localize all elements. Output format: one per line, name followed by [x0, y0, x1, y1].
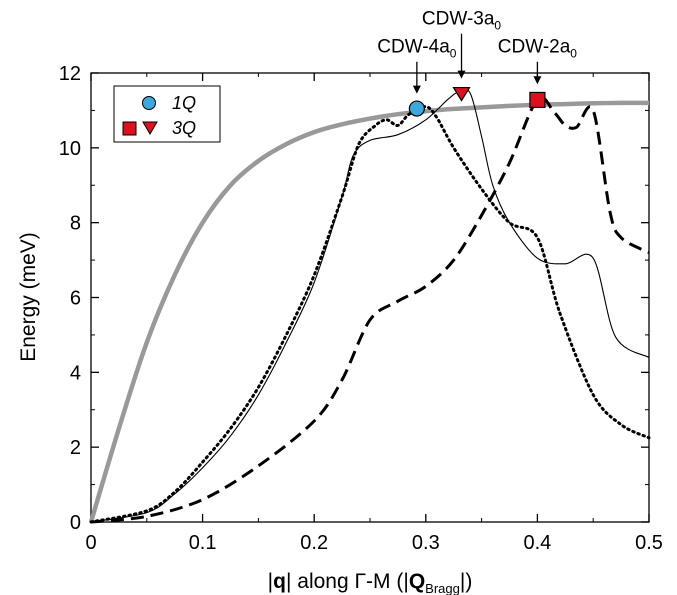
series-line-gray-thick-solid [88, 100, 649, 523]
x-axis-ticks: 0 0.1 0.2 0.3 0.4 0.5 [85, 73, 663, 554]
y-tick-label: 0 [70, 512, 81, 534]
y-tick-label: 6 [70, 288, 81, 310]
x-tick-label: 0.1 [189, 532, 217, 554]
y-tick-label: 12 [59, 63, 81, 85]
legend-marker-square-red [122, 121, 137, 136]
annotation-label: CDW-2a0 [498, 36, 578, 60]
marker-square [529, 91, 546, 109]
annotation-arrow-head [457, 70, 466, 79]
annotation-label: CDW-3a0 [422, 8, 501, 32]
y-tick-label: 8 [70, 213, 81, 235]
legend: 1Q 3Q [113, 85, 221, 143]
y-tick-label: 10 [59, 138, 81, 160]
legend-marker-triangle-red [142, 121, 158, 135]
x-axis-label: |q| along Γ-M (|QBragg|) [268, 570, 473, 595]
legend-label-1q: 1Q [172, 93, 196, 113]
series-line-black-dashed [90, 95, 650, 524]
x-tick-label: 0.2 [300, 532, 328, 554]
series-line-black-dotted [89, 105, 651, 524]
annotation-layer: CDW-4a0 CDW-3a0 CDW-2a0 [377, 8, 578, 94]
x-tick-label: 0.5 [635, 532, 663, 554]
marker-circle [408, 100, 425, 117]
series-line-black-thin-solid [90, 89, 650, 523]
legend-marker-circle-blue [142, 96, 156, 110]
y-axis-label: Energy (meV) [17, 232, 40, 362]
marker-triangle-down [452, 86, 471, 102]
x-tick-label: 0.3 [412, 532, 440, 554]
legend-label-3q: 3Q [172, 118, 196, 138]
y-axis-ticks: 0 2 4 6 8 10 12 [59, 63, 649, 534]
y-tick-label: 2 [70, 437, 81, 459]
annotation-arrow-head [533, 76, 542, 85]
series-layer [88, 89, 651, 524]
annotation-arrow-head [412, 85, 421, 94]
y-tick-label: 4 [70, 362, 81, 384]
marker-layer [408, 86, 546, 117]
x-tick-label: 0.4 [523, 532, 551, 554]
x-tick-label: 0 [85, 532, 96, 554]
annotation-label: CDW-4a0 [377, 36, 457, 60]
